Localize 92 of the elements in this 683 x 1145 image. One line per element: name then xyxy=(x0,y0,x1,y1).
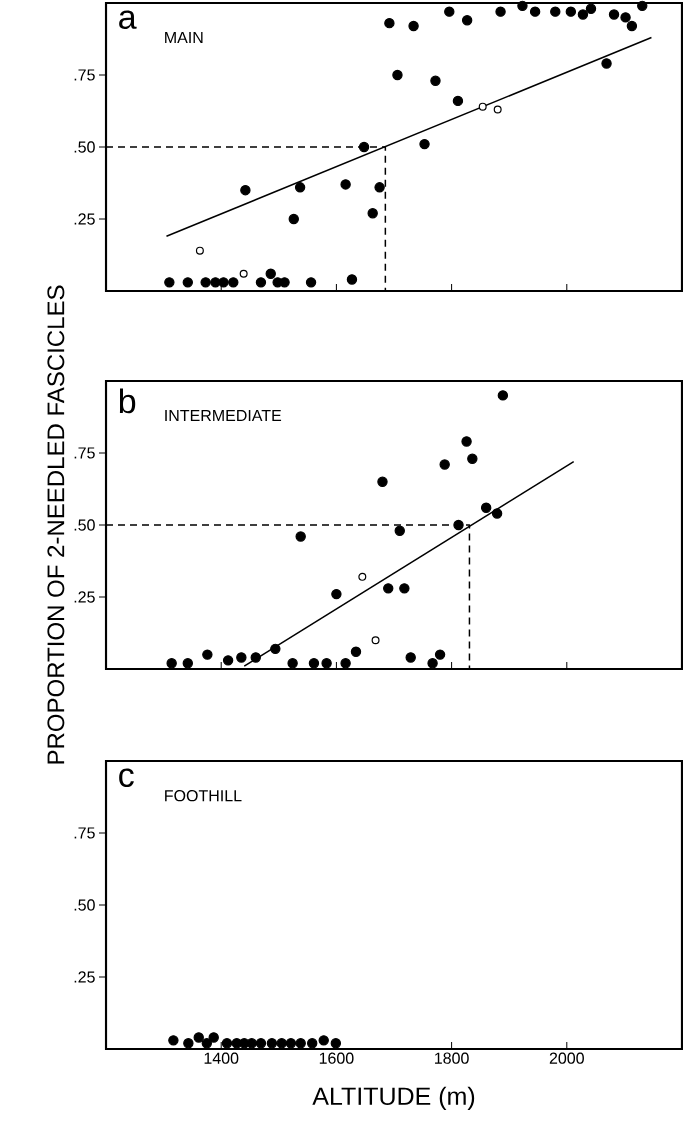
point xyxy=(340,658,351,669)
x-tick-label: 1600 xyxy=(319,1052,354,1064)
point xyxy=(295,531,306,542)
point xyxy=(218,277,229,288)
point xyxy=(265,268,276,279)
point xyxy=(371,636,380,645)
point xyxy=(497,390,509,401)
point xyxy=(550,6,561,17)
point xyxy=(195,246,204,255)
point xyxy=(585,3,597,14)
y-tick-label: .75 xyxy=(74,69,95,81)
y-tick-label: .75 xyxy=(74,827,95,839)
point xyxy=(626,20,638,32)
point xyxy=(620,12,631,23)
y-tick-label: .50 xyxy=(74,141,95,153)
point xyxy=(255,277,267,288)
point xyxy=(236,652,247,663)
point xyxy=(182,277,193,288)
point xyxy=(346,274,358,285)
point xyxy=(529,6,541,17)
point xyxy=(565,6,576,17)
point xyxy=(517,0,528,12)
point xyxy=(480,502,492,513)
point xyxy=(444,6,455,17)
point xyxy=(182,658,193,669)
point xyxy=(452,95,464,107)
point xyxy=(405,652,416,663)
y-tick-label: .75 xyxy=(74,447,95,459)
point xyxy=(250,652,261,663)
point xyxy=(374,182,385,193)
point xyxy=(164,277,175,288)
point xyxy=(222,655,234,666)
point xyxy=(461,436,472,447)
point xyxy=(200,277,211,288)
point xyxy=(331,588,342,600)
point xyxy=(321,658,332,669)
point xyxy=(419,138,430,150)
point xyxy=(202,649,213,660)
x-tick-label: 1800 xyxy=(434,1052,469,1064)
point xyxy=(493,105,502,114)
point xyxy=(608,9,620,20)
point xyxy=(384,17,395,29)
point xyxy=(601,58,612,69)
y-tick-label: .50 xyxy=(74,899,95,911)
point xyxy=(228,277,239,288)
y-tick-label: .25 xyxy=(74,971,95,983)
point xyxy=(427,658,438,669)
point xyxy=(288,213,299,225)
text: INTERMEDIATE xyxy=(165,409,282,421)
point xyxy=(478,102,487,111)
point xyxy=(279,277,290,288)
y-tick-label: .50 xyxy=(74,519,95,531)
point xyxy=(637,0,648,12)
y-axis-title: PROPORTION OF 2-NEEDLED FASCICLES xyxy=(47,285,65,764)
x-tick-label: 1400 xyxy=(204,1052,239,1064)
point xyxy=(367,208,378,219)
x-axis-title: ALTITUDE (m) xyxy=(312,1086,475,1111)
point xyxy=(358,141,370,153)
text: FOOTHILL xyxy=(165,790,242,802)
point xyxy=(270,643,281,655)
point xyxy=(434,649,446,660)
chart-title: b xyxy=(119,388,136,414)
point xyxy=(305,277,317,288)
point xyxy=(382,583,394,594)
point xyxy=(495,6,506,17)
point xyxy=(166,658,177,669)
point xyxy=(408,20,419,32)
point xyxy=(394,525,405,536)
y-tick-label: .25 xyxy=(74,591,95,603)
point xyxy=(239,269,248,278)
y-tick-label: .25 xyxy=(74,213,95,225)
point xyxy=(350,646,362,657)
x-tick-label: 2000 xyxy=(549,1052,584,1064)
point xyxy=(358,572,367,581)
point xyxy=(467,453,478,464)
point xyxy=(308,658,320,669)
point xyxy=(340,179,351,190)
chart-title: a xyxy=(119,10,137,30)
point xyxy=(453,519,464,531)
point xyxy=(392,69,403,81)
point xyxy=(377,476,388,487)
point xyxy=(240,184,251,196)
text: MAIN xyxy=(165,31,203,43)
point xyxy=(430,75,441,86)
point xyxy=(491,508,503,519)
chart-title: c xyxy=(119,768,134,788)
point xyxy=(287,658,298,669)
point xyxy=(577,9,589,20)
point xyxy=(439,459,450,470)
point xyxy=(399,583,410,594)
point xyxy=(294,182,306,193)
point xyxy=(461,15,473,26)
